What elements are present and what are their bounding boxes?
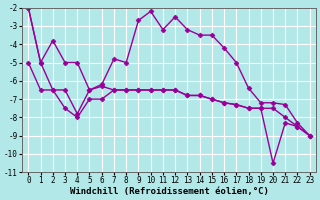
X-axis label: Windchill (Refroidissement éolien,°C): Windchill (Refroidissement éolien,°C) <box>69 187 268 196</box>
